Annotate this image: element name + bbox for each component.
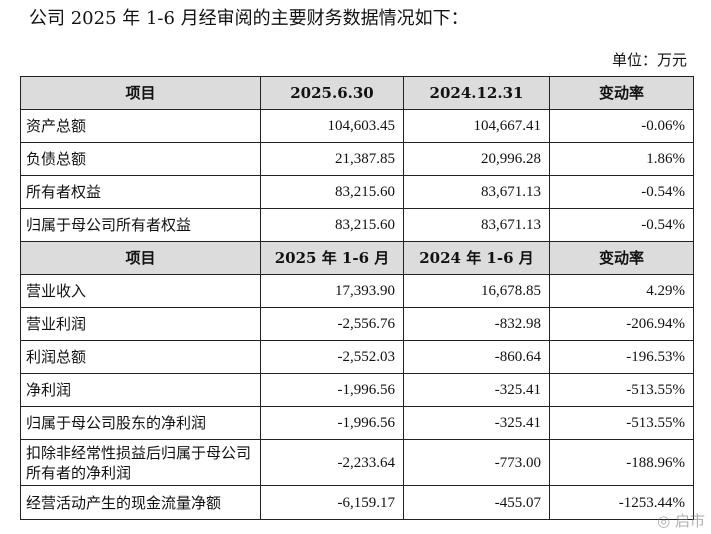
header-period-1: 2025 年 1-6 月 [261,242,404,275]
row-value-1: -1,996.56 [261,407,404,440]
unit-label: 单位：万元 [612,50,687,70]
row-value-1: 83,215.60 [261,176,404,209]
row-label: 经营活动产生的现金流量净额 [21,486,261,520]
table-row: 归属于母公司股东的净利润 -1,996.56 -325.41 -513.55% [21,407,694,440]
row-label: 所有者权益 [21,176,261,209]
row-value-2: 16,678.85 [404,275,550,308]
row-label: 净利润 [21,374,261,407]
row-value-1: -6,159.17 [261,486,404,520]
watermark: ◎ 启市 [657,510,705,531]
row-change: -196.53% [550,341,694,374]
table-row: 归属于母公司所有者权益 83,215.60 83,671.13 -0.54% [21,209,694,242]
intro-text: 公司 2025 年 1-6 月经审阅的主要财务数据情况如下： [29,6,469,32]
header-change: 变动率 [550,77,694,110]
row-label: 营业利润 [21,308,261,341]
row-value-1: -2,233.64 [261,440,404,486]
header-period-2: 2024.12.31 [404,77,550,110]
row-label: 归属于母公司所有者权益 [21,209,261,242]
row-value-2: -832.98 [404,308,550,341]
row-value-2: -860.64 [404,341,550,374]
row-label: 利润总额 [21,341,261,374]
row-label: 负债总额 [21,143,261,176]
row-change: -206.94% [550,308,694,341]
table-row: 所有者权益 83,215.60 83,671.13 -0.54% [21,176,694,209]
row-value-2: -773.00 [404,440,550,486]
table-row: 扣除非经常性损益后归属于母公司所有者的净利润 -2,233.64 -773.00… [21,440,694,486]
table-row: 负债总额 21,387.85 20,996.28 1.86% [21,143,694,176]
row-change: -513.55% [550,407,694,440]
table-row: 净利润 -1,996.56 -325.41 -513.55% [21,374,694,407]
header-period-1: 2025.6.30 [261,77,404,110]
row-value-2: 20,996.28 [404,143,550,176]
table-row: 经营活动产生的现金流量净额 -6,159.17 -455.07 -1253.44… [21,486,694,520]
financial-table: 项目 2025.6.30 2024.12.31 变动率 资产总额 104,603… [20,76,694,520]
row-value-2: 104,667.41 [404,110,550,143]
table-row: 资产总额 104,603.45 104,667.41 -0.06% [21,110,694,143]
row-value-2: -325.41 [404,374,550,407]
row-label: 资产总额 [21,110,261,143]
header-period-2: 2024 年 1-6 月 [404,242,550,275]
row-value-2: -455.07 [404,486,550,520]
row-label: 营业收入 [21,275,261,308]
row-value-1: 104,603.45 [261,110,404,143]
row-change: -0.54% [550,209,694,242]
balance-header-row: 项目 2025.6.30 2024.12.31 变动率 [21,77,694,110]
row-change: -0.54% [550,176,694,209]
row-change: -0.06% [550,110,694,143]
income-header-row: 项目 2025 年 1-6 月 2024 年 1-6 月 变动率 [21,242,694,275]
row-change: -513.55% [550,374,694,407]
table-row: 营业利润 -2,556.76 -832.98 -206.94% [21,308,694,341]
row-change: -188.96% [550,440,694,486]
table-row: 利润总额 -2,552.03 -860.64 -196.53% [21,341,694,374]
row-value-1: 21,387.85 [261,143,404,176]
row-value-1: 17,393.90 [261,275,404,308]
row-value-1: -1,996.56 [261,374,404,407]
header-change: 变动率 [550,242,694,275]
row-value-1: -2,552.03 [261,341,404,374]
header-item: 项目 [21,242,261,275]
row-label: 归属于母公司股东的净利润 [21,407,261,440]
row-value-1: 83,215.60 [261,209,404,242]
row-value-2: 83,671.13 [404,176,550,209]
row-change: 1.86% [550,143,694,176]
row-change: 4.29% [550,275,694,308]
row-value-2: -325.41 [404,407,550,440]
row-value-1: -2,556.76 [261,308,404,341]
row-label: 扣除非经常性损益后归属于母公司所有者的净利润 [21,440,261,486]
header-item: 项目 [21,77,261,110]
table-row: 营业收入 17,393.90 16,678.85 4.29% [21,275,694,308]
row-value-2: 83,671.13 [404,209,550,242]
